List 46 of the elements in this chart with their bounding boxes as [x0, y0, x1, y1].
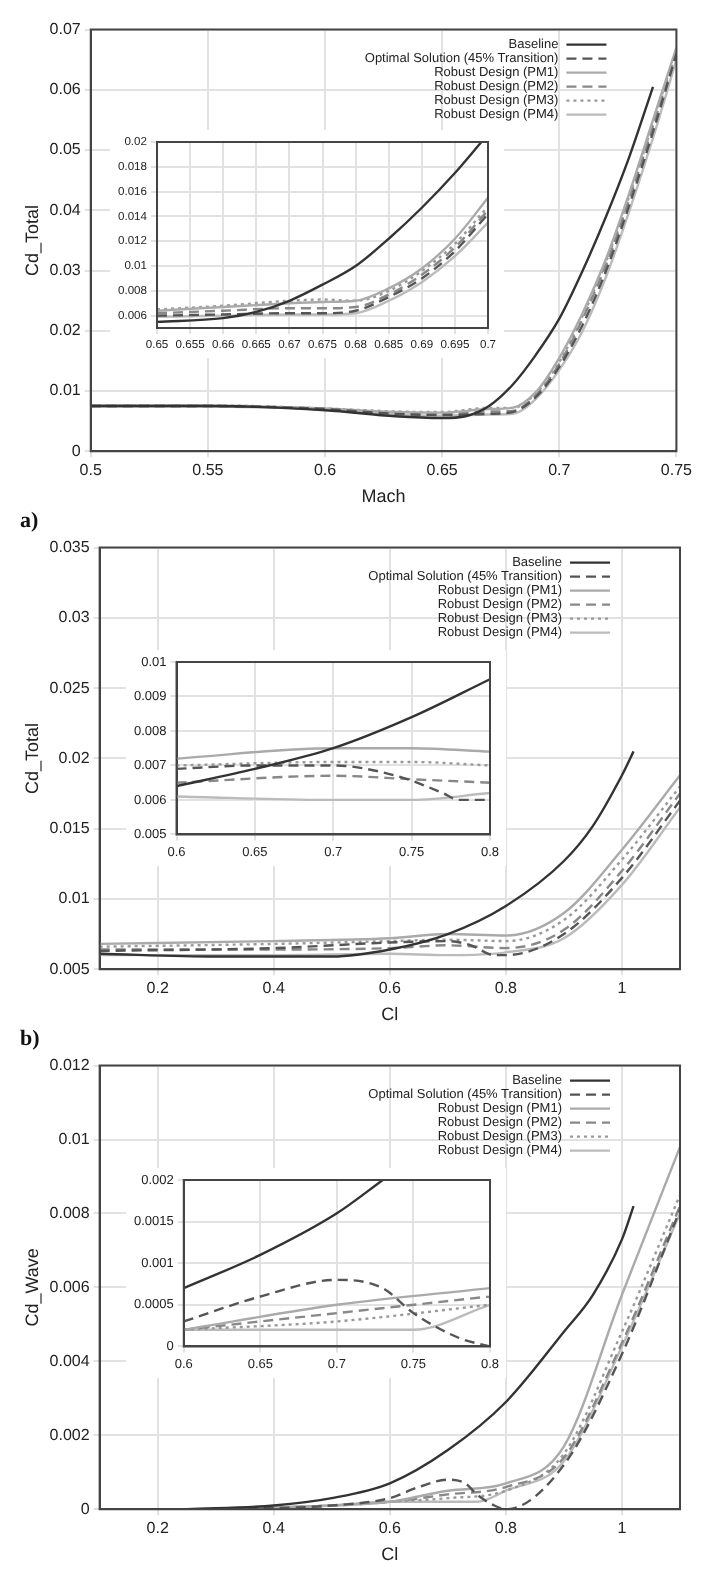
- x-tick-label: 1: [617, 979, 628, 998]
- x-tick-label: 0.8: [494, 979, 519, 998]
- x-tick-label: 0.55: [192, 461, 225, 480]
- y-tick-label: 0.01: [58, 889, 91, 908]
- y-tick-label: 0.01: [58, 1129, 91, 1148]
- x-tick-label: 0.6: [313, 461, 338, 480]
- x-axis-title: Mach: [361, 486, 406, 507]
- y-tick-label: 0.012: [49, 1056, 91, 1075]
- y-tick-label: 0.03: [49, 260, 82, 279]
- y-tick-label: 0.07: [49, 20, 82, 39]
- x-axis-title: Cl: [381, 1544, 399, 1565]
- x-tick-label: 0.5: [79, 461, 103, 480]
- y-axis-title: Cd_Total: [21, 204, 42, 276]
- y-tick-label: 0.015: [49, 819, 91, 838]
- y-tick-label: 0.04: [49, 200, 82, 219]
- x-axis-title: Cl: [381, 1004, 399, 1025]
- x-tick-label: 0.2: [146, 979, 170, 998]
- x-tick-label: 0.65: [426, 461, 459, 480]
- y-tick-label: 0.025: [49, 678, 91, 697]
- x-tick-label: 0.2: [146, 1519, 170, 1538]
- y-axis-title: Cd_Wave: [21, 1248, 42, 1327]
- y-tick-label: 0.06: [49, 80, 82, 99]
- y-tick-label: 0.002: [49, 1425, 91, 1444]
- y-tick-label: 0.004: [49, 1351, 91, 1370]
- y-tick-label: 0: [80, 1499, 91, 1518]
- y-axis-title: Cd_Total: [21, 722, 42, 794]
- y-tick-label: 0: [71, 441, 82, 460]
- x-tick-label: 1: [617, 1519, 628, 1538]
- y-tick-label: 0.006: [49, 1277, 91, 1296]
- text: a): [20, 508, 39, 533]
- y-tick-label: 0.05: [49, 140, 82, 159]
- y-tick-label: 0.005: [49, 959, 91, 978]
- text: b): [20, 1026, 41, 1051]
- x-tick-label: 0.4: [262, 1519, 286, 1538]
- x-tick-label: 0.6: [378, 1519, 403, 1538]
- x-tick-label: 0.75: [660, 461, 694, 480]
- x-tick-label: 0.4: [262, 979, 286, 998]
- x-tick-label: 0.7: [548, 461, 572, 480]
- y-tick-label: 0.02: [49, 321, 82, 340]
- y-tick-label: 0.01: [49, 381, 82, 400]
- y-tick-label: 0.008: [49, 1203, 91, 1222]
- y-tick-label: 0.035: [49, 538, 91, 557]
- y-tick-label: 0.03: [58, 608, 91, 627]
- y-tick-label: 0.02: [58, 748, 91, 767]
- x-tick-label: 0.8: [494, 1519, 519, 1538]
- x-tick-label: 0.6: [378, 979, 403, 998]
